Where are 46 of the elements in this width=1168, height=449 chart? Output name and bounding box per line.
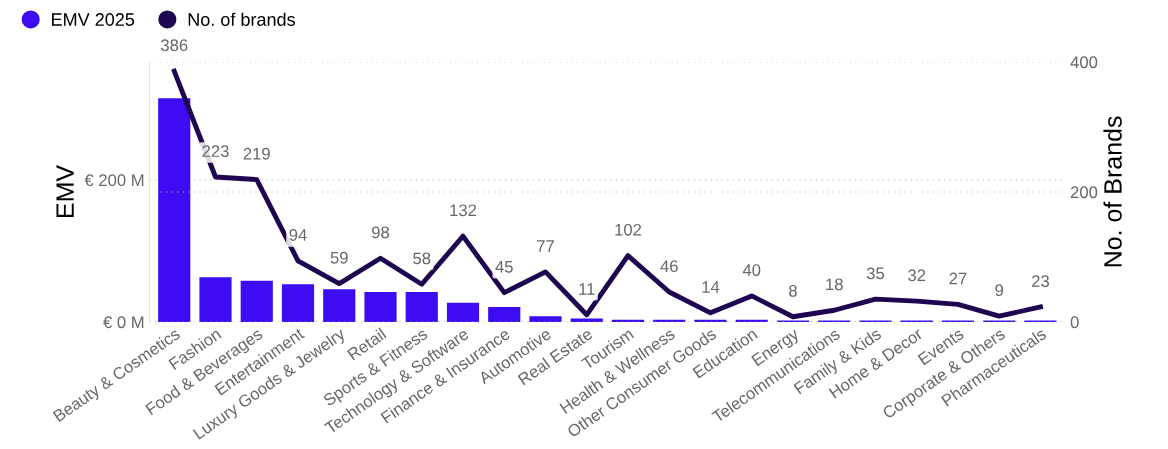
data-label: 32 — [908, 269, 926, 282]
bar — [446, 302, 480, 322]
bar — [240, 280, 273, 322]
y-axis-title: EMV — [56, 164, 74, 217]
data-label: 18 — [826, 278, 843, 291]
y2-tick-label: 400 — [1070, 56, 1098, 69]
bar — [323, 289, 356, 322]
bar — [529, 316, 562, 322]
legend-label: No. of brands — [188, 12, 295, 26]
bar — [158, 98, 191, 322]
bar — [694, 319, 727, 322]
data-label: 102 — [615, 223, 642, 236]
data-label: 8 — [789, 284, 797, 297]
data-label: 35 — [866, 267, 885, 280]
data-label: 386 — [160, 39, 188, 52]
data-label: 9 — [995, 284, 1004, 297]
y2-axis-title: No. of Brands — [1103, 116, 1122, 267]
y2-tick-label: 200 — [1070, 186, 1098, 199]
data-label: 98 — [372, 226, 390, 239]
data-label: 223 — [202, 145, 229, 158]
data-label: 219 — [243, 147, 270, 160]
data-label: 77 — [537, 240, 554, 252]
y-tick-label: € 0 M — [103, 316, 144, 329]
bar — [364, 292, 397, 322]
data-label: 58 — [413, 252, 431, 265]
data-label: 40 — [742, 264, 761, 276]
data-label: 132 — [450, 204, 477, 217]
bar — [570, 318, 603, 322]
data-label: 59 — [330, 251, 348, 264]
bar — [488, 307, 521, 322]
data-label: 46 — [660, 260, 678, 273]
data-label: 11 — [579, 283, 595, 295]
legend-label: EMV 2025 — [52, 13, 135, 26]
bar — [735, 319, 768, 322]
bar — [199, 277, 232, 322]
data-label: 94 — [289, 229, 307, 241]
bar — [405, 292, 438, 322]
bar — [611, 319, 645, 322]
y-tick-label: € 200 M — [84, 174, 144, 187]
bar — [281, 284, 315, 322]
data-label: 23 — [1032, 275, 1049, 288]
data-label: 14 — [702, 281, 720, 293]
bar — [653, 319, 686, 322]
data-label: 45 — [495, 261, 513, 273]
y2-tick-label: 0 — [1070, 316, 1079, 329]
data-label: 27 — [949, 272, 967, 285]
